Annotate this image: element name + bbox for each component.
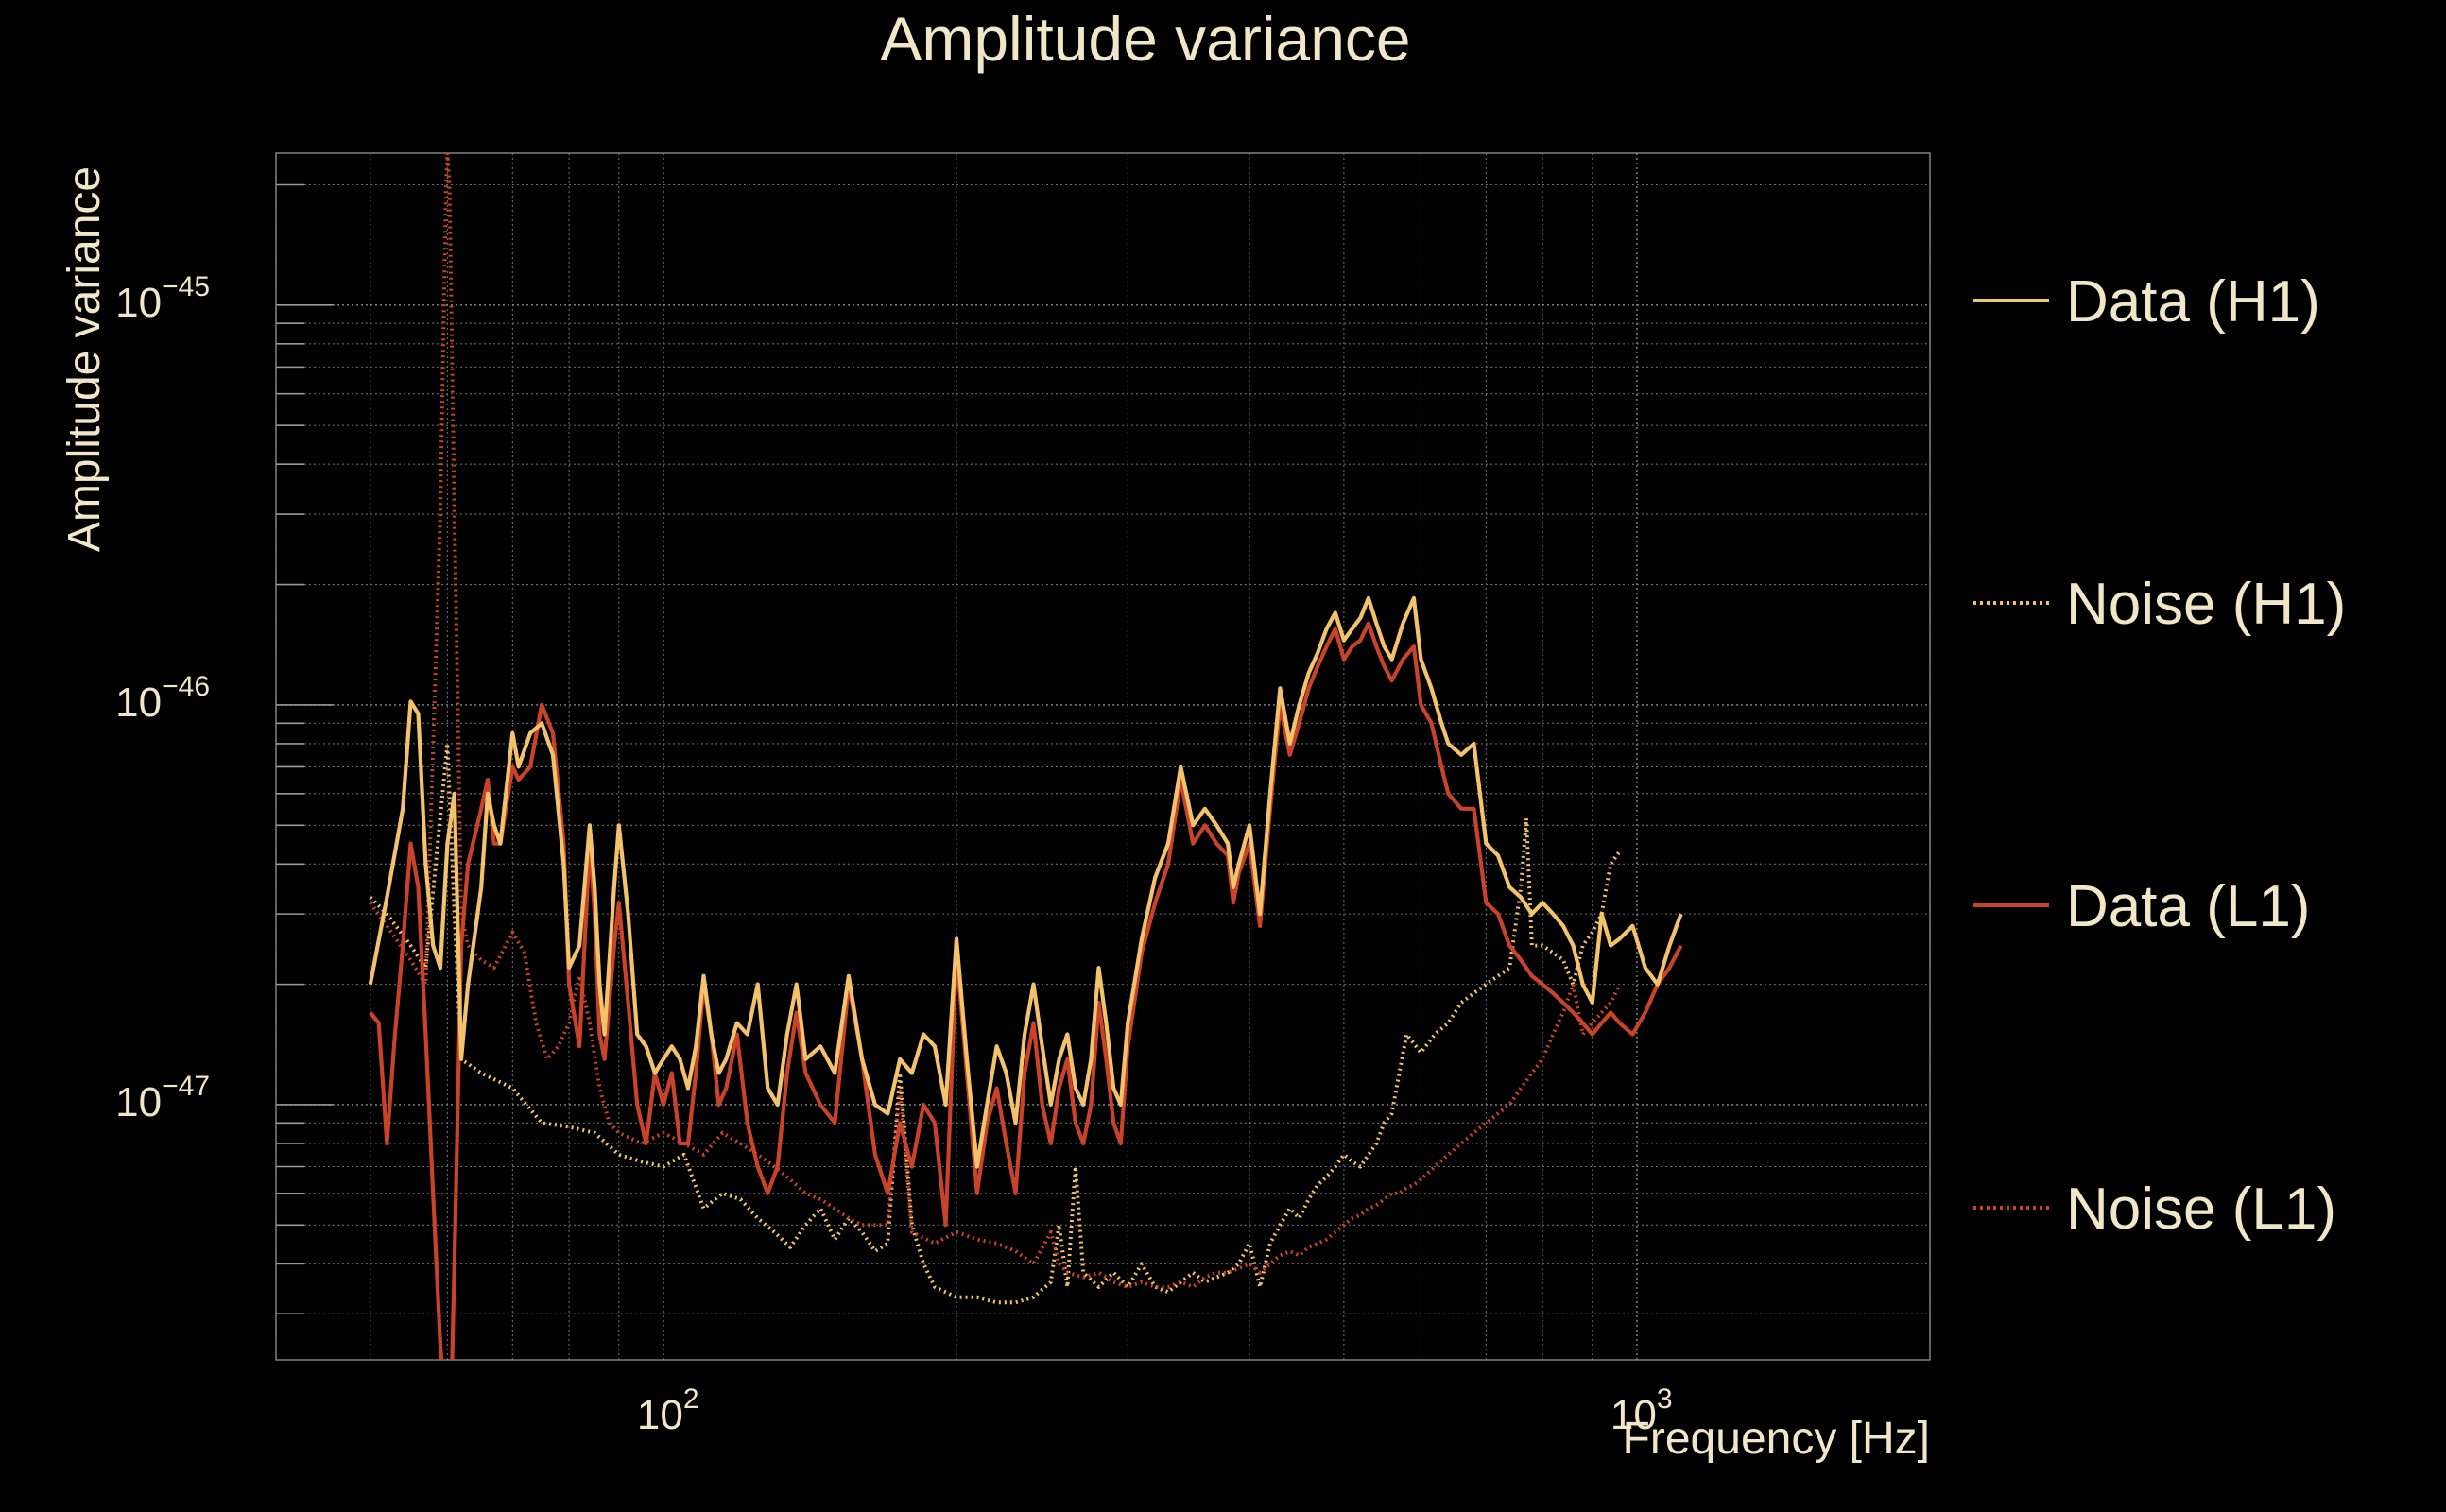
y-tick-label: 10−45 xyxy=(115,271,210,326)
y-tick-labels: 10−45 10−46 10−47 xyxy=(115,271,210,1125)
legend-label: Data (H1) xyxy=(2066,269,2320,335)
legend: Data (H1) Noise (H1) Data (L1) Noise (L1) xyxy=(1973,269,2346,1242)
chart-title: Amplitude variance xyxy=(880,4,1410,74)
legend-label: Data (L1) xyxy=(2066,874,2310,939)
series-line-noise-l1 xyxy=(369,153,1622,1289)
x-tick-label: 103 xyxy=(1611,1383,1673,1438)
series-line-data-h1 xyxy=(368,595,1683,1169)
x-axis-label: Frequency [Hz] xyxy=(1623,1414,1930,1464)
series-line-data-l1 xyxy=(369,621,1683,1360)
y-tick-label: 10−47 xyxy=(115,1071,210,1125)
plot-frame xyxy=(275,152,1931,1361)
y-tick-label: 10−46 xyxy=(115,671,210,726)
x-tick-label: 102 xyxy=(637,1383,699,1438)
legend-label: Noise (L1) xyxy=(2066,1177,2336,1242)
series-line-noise-h1 xyxy=(369,741,1622,1305)
y-axis-label: Amplitude variance xyxy=(60,166,110,552)
legend-label: Noise (H1) xyxy=(2066,572,2346,637)
x-tick-labels: 102 103 xyxy=(637,1383,1673,1438)
series-lines xyxy=(368,153,1683,1360)
grid xyxy=(275,153,1931,1360)
